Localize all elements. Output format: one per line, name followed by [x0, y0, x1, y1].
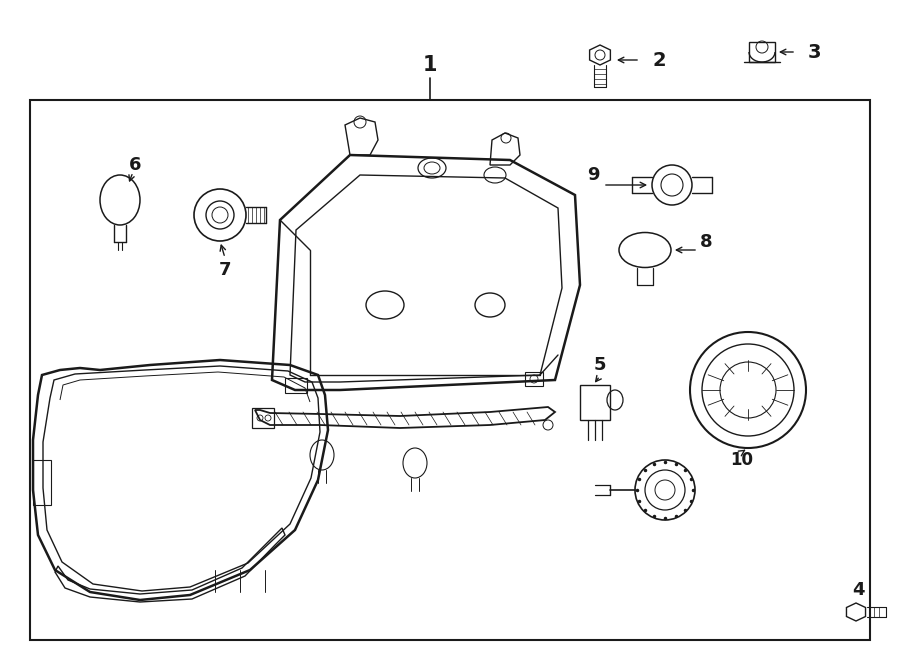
Text: 8: 8: [700, 233, 713, 251]
Text: 9: 9: [588, 166, 600, 184]
Text: 4: 4: [851, 581, 864, 599]
Bar: [285, 378, 307, 393]
Text: 2: 2: [652, 50, 666, 69]
Text: 7: 7: [219, 261, 231, 279]
Bar: [749, 42, 775, 62]
Bar: [525, 372, 543, 386]
Text: 5: 5: [594, 356, 607, 374]
Text: 1: 1: [423, 55, 437, 75]
Bar: [33, 460, 51, 505]
Text: 6: 6: [129, 156, 141, 174]
Bar: [30, 100, 870, 640]
Bar: [252, 408, 274, 428]
Text: 3: 3: [808, 42, 822, 61]
Text: 10: 10: [731, 451, 753, 469]
Bar: [580, 385, 610, 420]
